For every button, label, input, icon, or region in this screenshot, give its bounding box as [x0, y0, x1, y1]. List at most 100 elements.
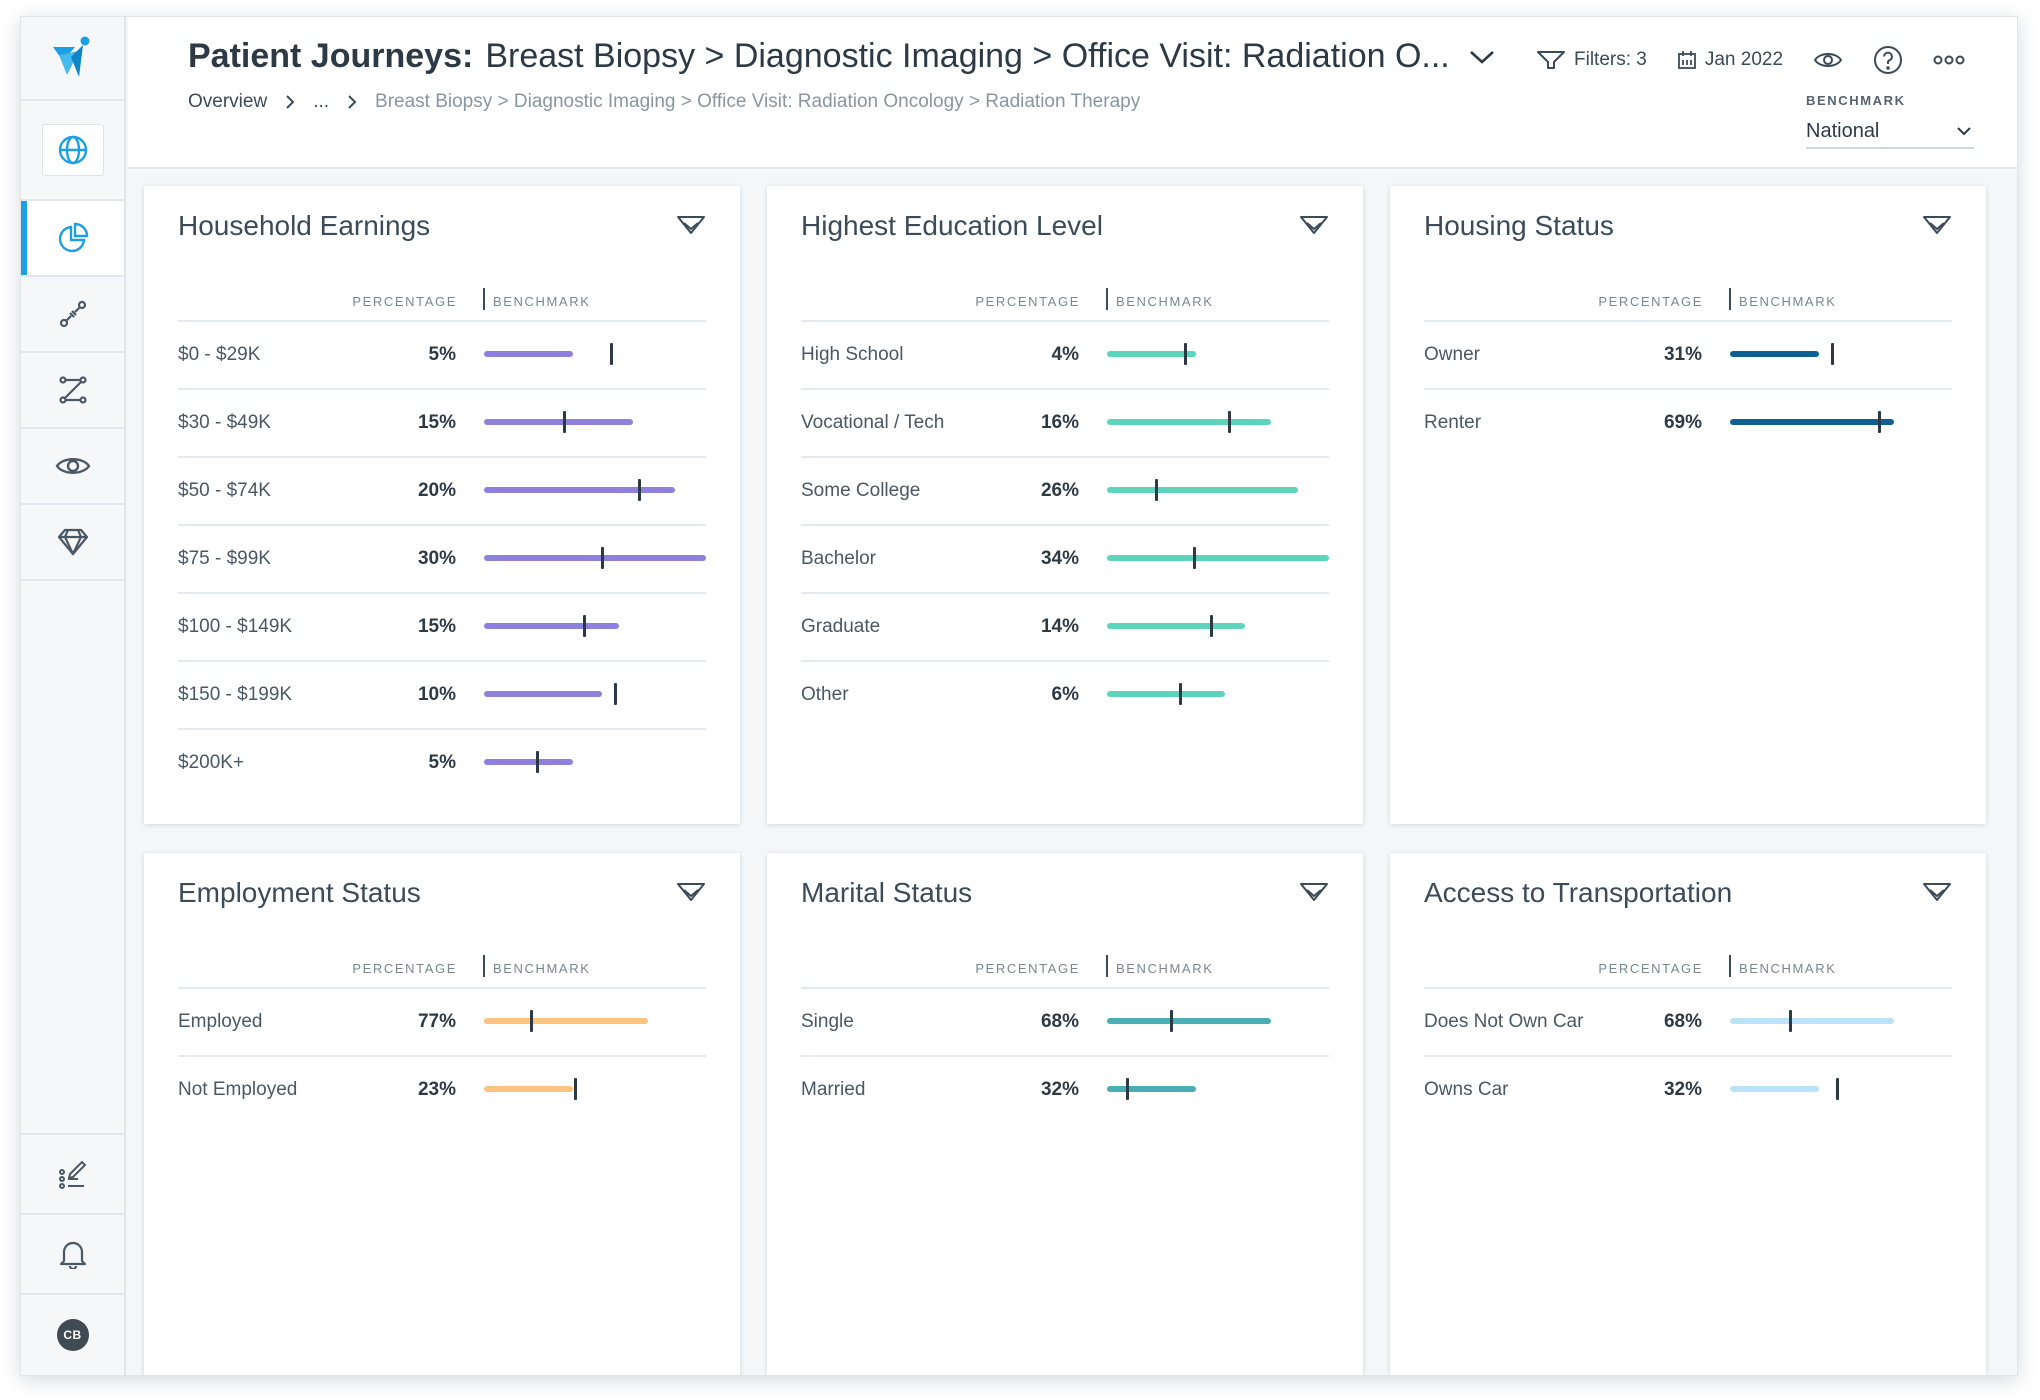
logo-icon	[52, 36, 89, 77]
sidebar-item-tasks[interactable]	[21, 1135, 124, 1215]
table-row: $50 - $74K 20%	[178, 458, 706, 526]
benchmark-header: BENCHMARK	[1116, 294, 1214, 309]
globe-button[interactable]	[41, 124, 104, 176]
percentage-header: PERCENTAGE	[352, 961, 457, 976]
filter-chevron-icon	[1300, 883, 1328, 901]
row-label: Some College	[801, 480, 921, 501]
sidebar-item-journeys[interactable]	[21, 277, 124, 353]
table-row: Bachelor 34%	[801, 526, 1329, 594]
sidebar-item-paths[interactable]	[21, 353, 124, 429]
more-options-button[interactable]	[1933, 54, 1965, 66]
avatar[interactable]: CB	[56, 1319, 89, 1351]
row-percentage: 20%	[417, 480, 456, 501]
table-row: Not Employed 23%	[178, 1057, 706, 1125]
sidebar-item-profile[interactable]: CB	[21, 1295, 124, 1375]
eye-icon	[55, 458, 90, 474]
chevron-right-icon	[347, 94, 357, 110]
row-percentage: 6%	[1051, 684, 1079, 705]
benchmark-marker	[614, 683, 617, 705]
benchmark-marker	[1878, 411, 1881, 433]
card-filter-button[interactable]	[1299, 214, 1329, 241]
data-rows: Owner 31% Renter 69%	[1424, 322, 1952, 458]
percentage-bar	[484, 1086, 573, 1092]
row-percentage: 26%	[1040, 480, 1079, 501]
bell-icon	[59, 1241, 86, 1269]
row-label: $0 - $29K	[178, 344, 261, 365]
benchmark-marker	[536, 751, 539, 773]
table-row: $0 - $29K 5%	[178, 322, 706, 390]
sidebar-item-premium[interactable]	[21, 505, 124, 581]
access-to-transportation-card: Access to Transportation PERCENTAGE BENC…	[1390, 853, 1986, 1375]
percentage-bar	[1730, 1086, 1819, 1092]
benchmark-label: BENCHMARK	[1806, 93, 1906, 108]
row-label: Vocational / Tech	[801, 412, 945, 433]
card-filter-button[interactable]	[1922, 881, 1952, 908]
benchmark-marker	[638, 479, 641, 501]
chevron-down-icon	[1957, 127, 1971, 136]
card-title: Highest Education Level	[801, 210, 1103, 241]
benchmark-select[interactable]: National	[1806, 115, 1974, 149]
card-filter-button[interactable]	[676, 214, 706, 241]
marital-status-card: Marital Status PERCENTAGE BENCHMARK Sing…	[767, 853, 1363, 1375]
filters-button[interactable]: Filters: 3	[1536, 49, 1647, 71]
card-filter-button[interactable]	[676, 881, 706, 908]
table-row: Other 6%	[801, 662, 1329, 730]
filter-chevron-icon	[1923, 883, 1951, 901]
checklist-edit-icon	[58, 1160, 86, 1189]
eye-icon	[1813, 53, 1843, 67]
benchmark-marker	[574, 1078, 577, 1100]
benchmark-header: BENCHMARK	[493, 961, 591, 976]
percentage-bar	[1107, 691, 1225, 697]
row-label: Renter	[1424, 412, 1482, 433]
benchmark-marker	[1831, 343, 1834, 365]
sidebar-item-notifications[interactable]	[21, 1215, 124, 1295]
date-picker-button[interactable]: Jan 2022	[1677, 49, 1783, 71]
percentage-bar	[1107, 623, 1245, 629]
table-row: $200K+ 5%	[178, 730, 706, 798]
column-divider	[1729, 288, 1731, 310]
row-percentage: 15%	[417, 412, 456, 433]
row-label: $100 - $149K	[178, 616, 293, 637]
breadcrumb-overview[interactable]: Overview	[188, 91, 268, 112]
column-header: PERCENTAGE BENCHMARK	[801, 955, 1329, 989]
sidebar: CB	[21, 17, 126, 1375]
sidebar-item-demographics[interactable]	[21, 201, 124, 277]
app-window: CB Patient Journeys: Breast Biopsy > Dia…	[20, 16, 2018, 1376]
row-bar-track	[484, 1057, 706, 1125]
row-percentage: 32%	[1040, 1079, 1079, 1100]
row-label: $200K+	[178, 752, 245, 773]
row-percentage: 23%	[417, 1079, 456, 1100]
sidebar-item-visibility[interactable]	[21, 429, 124, 505]
data-rows: Single 68% Married 32%	[801, 989, 1329, 1125]
column-header: PERCENTAGE BENCHMARK	[178, 955, 706, 989]
row-bar-track	[1107, 526, 1329, 594]
table-row: Renter 69%	[1424, 390, 1952, 458]
title-dropdown-button[interactable]	[1468, 48, 1496, 66]
benchmark-marker	[1836, 1078, 1839, 1100]
row-label: High School	[801, 344, 904, 365]
sidebar-bottom: CB	[21, 1133, 124, 1375]
row-percentage: 30%	[417, 548, 456, 569]
app-logo[interactable]	[21, 17, 124, 101]
card-filter-button[interactable]	[1922, 214, 1952, 241]
row-bar-track	[484, 458, 706, 526]
help-button[interactable]	[1873, 45, 1903, 75]
row-percentage: 5%	[428, 752, 456, 773]
breadcrumb-ellipsis[interactable]: ...	[313, 91, 330, 112]
row-percentage: 77%	[417, 1011, 456, 1032]
globe-icon	[58, 135, 87, 165]
more-icon	[1933, 55, 1965, 65]
filter-chevron-icon	[677, 883, 705, 901]
row-label: $75 - $99K	[178, 548, 271, 569]
row-label: Graduate	[801, 616, 881, 637]
card-filter-button[interactable]	[1299, 881, 1329, 908]
preview-button[interactable]	[1813, 50, 1843, 70]
row-percentage: 32%	[1663, 1079, 1702, 1100]
row-label: Bachelor	[801, 548, 876, 569]
benchmark-marker	[583, 615, 586, 637]
card-title: Marital Status	[801, 877, 973, 908]
filter-chevron-icon	[1300, 216, 1328, 234]
row-bar-track	[484, 526, 706, 594]
sidebar-item-global[interactable]	[21, 101, 124, 201]
percentage-bar	[1107, 419, 1271, 425]
